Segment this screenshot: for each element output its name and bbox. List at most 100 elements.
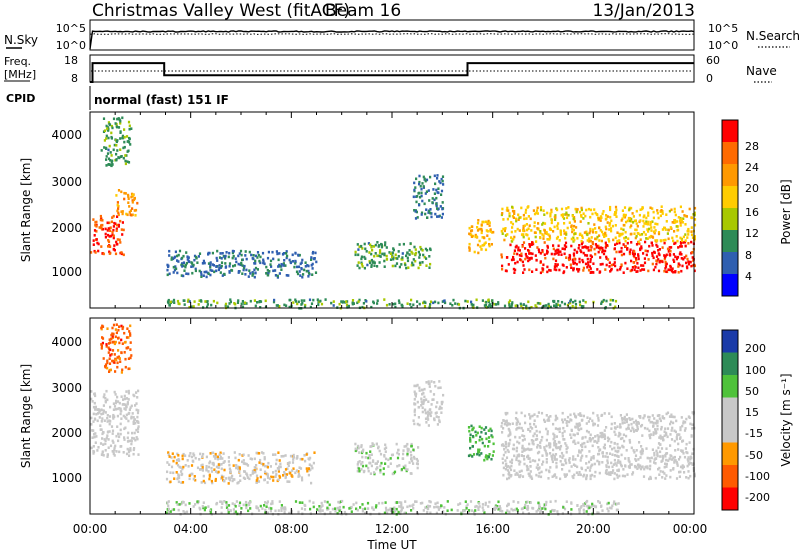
velocity-cell-6-671	[555, 465, 558, 469]
velocity-cell-7-247	[234, 510, 237, 514]
velocity-cell-7-429	[319, 510, 322, 513]
velocity-cell-6-502	[649, 460, 652, 463]
power-cell-3-128	[276, 276, 279, 279]
velocity-cell-1-32	[108, 370, 111, 373]
power-cell-4-134	[360, 257, 363, 261]
power-cell-3-232	[217, 268, 220, 272]
velocity-cell-2-212	[200, 464, 203, 467]
power-cell-4-72	[365, 250, 368, 253]
velocity-cell-2-15	[237, 465, 240, 469]
velocity-cell-6-651	[592, 422, 595, 425]
velocity-cell-7-243	[481, 506, 484, 509]
velocity-cell-7-29	[563, 507, 567, 511]
velocity-cell-6-190	[607, 471, 610, 474]
power-cell-3-252	[281, 253, 285, 256]
power-cell-9-151	[341, 301, 344, 304]
velocity-cell-0-199	[125, 397, 129, 400]
velocity-cell-7-289	[562, 506, 565, 509]
power-cell-9-233	[442, 299, 445, 303]
velocity-cell-0-216	[130, 439, 133, 443]
velocity-cell-6-838	[548, 469, 551, 473]
power-ytick-4000: 4000	[51, 128, 82, 142]
velocity-cell-6-435	[564, 459, 567, 463]
velocity-cell-2-331	[193, 454, 196, 457]
power-cell-3-40	[198, 252, 202, 255]
velocity-cell-6-677	[656, 427, 659, 431]
velocity-cell-6-66	[651, 448, 654, 451]
velocity-cell-7-163	[400, 503, 403, 507]
velocity-cell-6-380	[654, 476, 657, 480]
power-cell-7-328	[624, 244, 627, 248]
velocity-cell-2-233	[228, 477, 231, 481]
velocity-cell-6-432	[526, 465, 529, 469]
velocity-cell-1-75	[130, 354, 133, 357]
power-cell-7-347	[644, 249, 647, 253]
power-cell-4-120	[366, 263, 369, 267]
power-cell-7-112	[517, 246, 520, 249]
power-cell-7-173	[564, 241, 568, 245]
power-cell-8-488	[500, 229, 503, 233]
velocity-cell-7-106	[320, 501, 323, 505]
velocity-cell-0-58	[97, 412, 100, 415]
power-cell-8-129	[635, 235, 638, 238]
power-cell-8-282	[565, 207, 568, 210]
power-cell-0-42	[104, 227, 107, 231]
power-cell-7-237	[524, 252, 527, 256]
velocity-cell-2-134	[278, 474, 281, 478]
power-cell-8-414	[679, 218, 683, 221]
velocity-cell-6-268	[665, 447, 668, 450]
velocity-cell-6-434	[669, 454, 672, 457]
power-cell-7-425	[630, 268, 633, 272]
power-cell-7-340	[530, 243, 533, 246]
velocity-cell-7-213	[356, 508, 359, 512]
power-cell-3-245	[300, 267, 303, 271]
velocity-cell-7-257	[537, 501, 540, 505]
velocity-cell-6-763	[648, 433, 651, 437]
velocity-cell-4-43	[435, 415, 438, 418]
velocity-cell-6-646	[589, 439, 592, 443]
power-cell-3-157	[295, 270, 299, 274]
power-cell-8-248	[644, 233, 647, 236]
power-cell-9-204	[258, 300, 261, 303]
velocity-cell-5-17	[478, 438, 481, 442]
velocity-cell-7-260	[308, 499, 311, 503]
velocity-cell-6-709	[640, 445, 643, 448]
velocity-cell-6-35	[616, 461, 619, 464]
power-cell-0-78	[121, 233, 124, 236]
power-cell-5-83	[414, 186, 417, 189]
velocity-cell-6-492	[597, 419, 600, 422]
power-cell-3-225	[276, 274, 279, 278]
velocity-cell-6-779	[617, 434, 620, 438]
power-cell-8-58	[621, 217, 624, 221]
power-colorbar-tick-4: 4	[745, 270, 752, 283]
velocity-cell-3-6	[415, 457, 418, 461]
power-cell-4-39	[363, 266, 366, 270]
velocity-cell-7-2	[185, 510, 189, 514]
velocity-cell-6-203	[659, 455, 662, 458]
velocity-cell-6-97	[504, 451, 507, 454]
power-cell-8-329	[563, 232, 566, 235]
velocity-cell-6-550	[649, 475, 652, 479]
velocity-cell-6-747	[675, 477, 679, 480]
power-cell-9-208	[486, 305, 490, 309]
velocity-cell-6-507	[654, 421, 657, 425]
velocity-cell-6-836	[676, 462, 679, 466]
velocity-cell-2-127	[201, 463, 204, 467]
power-cell-8-347	[506, 217, 509, 221]
velocity-cell-1-98	[125, 336, 129, 339]
velocity-cell-6-654	[545, 461, 548, 464]
velocity-cell-0-86	[119, 412, 122, 416]
power-cell-9-221	[572, 300, 575, 304]
velocity-cell-1-20	[114, 340, 117, 344]
power-cell-4-110	[368, 251, 371, 254]
power-cell-5-65	[418, 182, 421, 186]
power-cell-7-265	[663, 241, 666, 245]
power-cell-8-216	[500, 213, 503, 217]
velocity-cell-6-861	[625, 449, 628, 452]
power-cell-3-259	[252, 254, 255, 257]
power-cell-8-256	[535, 209, 539, 212]
power-cell-3-3	[238, 252, 241, 255]
velocity-cell-6-561	[639, 467, 643, 471]
power-cell-7-40	[541, 250, 544, 254]
power-cell-7-372	[689, 260, 692, 264]
